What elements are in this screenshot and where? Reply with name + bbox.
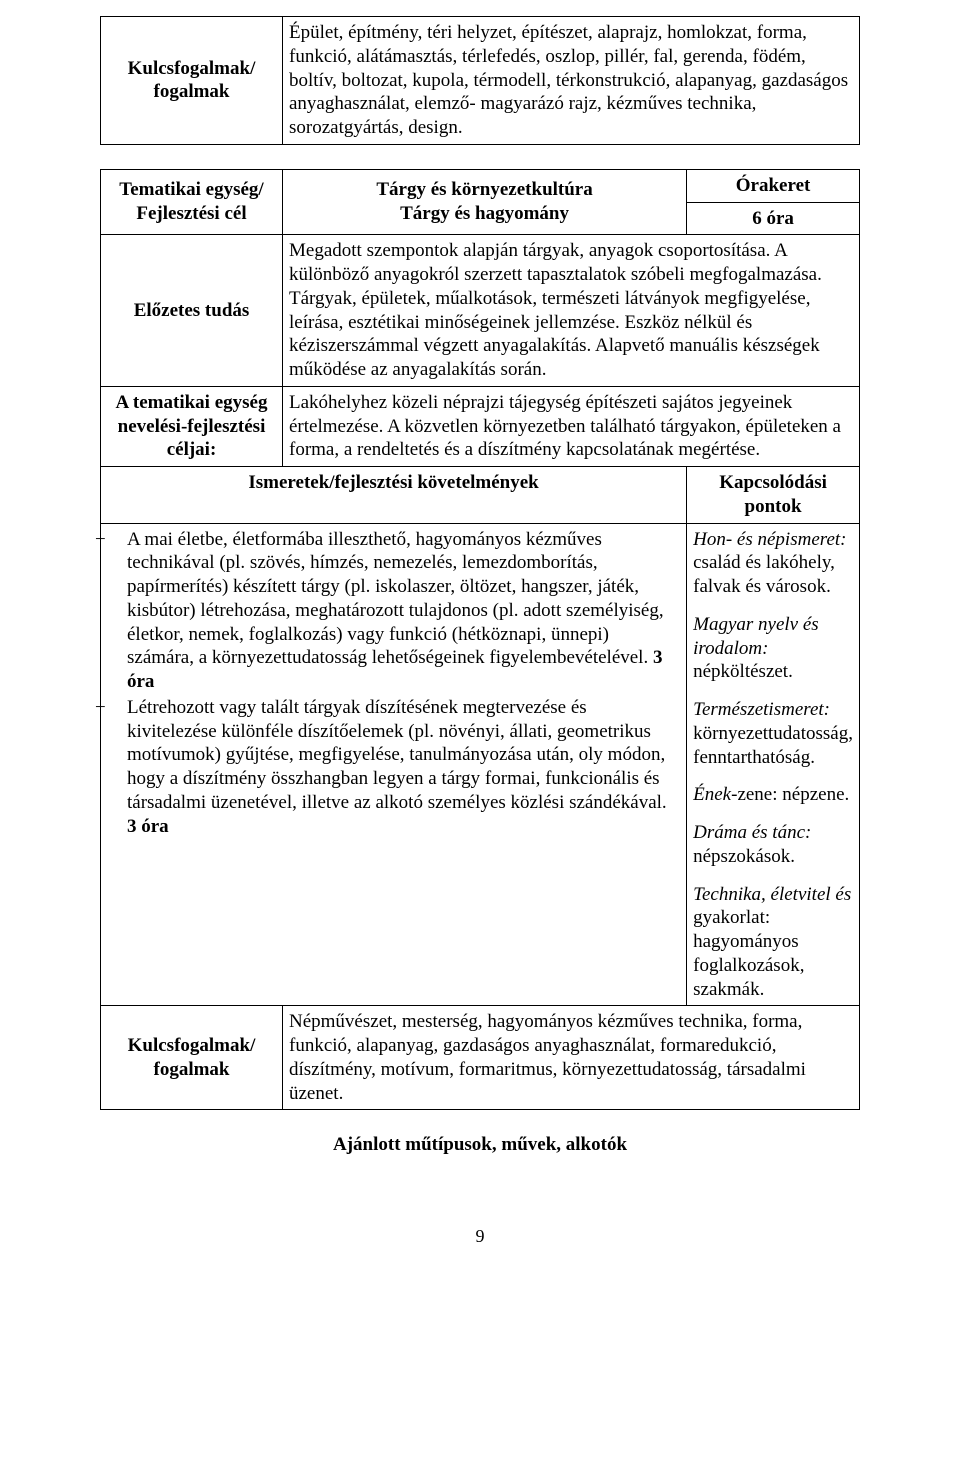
table-row: Kulcsfogalmak/ fogalmak Épület, építmény… <box>101 17 860 145</box>
unit-goals-label: A tematikai egység nevelési-fejlesztési … <box>116 392 268 461</box>
requirements-header-cell: Ismeretek/fejlesztési követelmények <box>101 467 687 524</box>
prior-knowledge-content: Megadott szempontok alapján tárgyak, any… <box>289 240 822 380</box>
page-container: Kulcsfogalmak/ fogalmak Épület, építmény… <box>0 0 960 1287</box>
requirements-content-cell: A mai életbe, életformába illeszthető, h… <box>101 523 687 1006</box>
connection-subject: Hon- és népismeret: <box>693 529 846 550</box>
connection-entry: Hon- és népismeret: család és lakóhely, … <box>693 528 853 599</box>
table-row: A tematikai egység nevelési-fejlesztési … <box>101 386 860 466</box>
requirements-header: Ismeretek/fejlesztési követelmények <box>248 472 538 493</box>
thematic-title-line1: Tárgy és környezetkultúra <box>289 178 680 202</box>
connections-header-cell: Kapcsolódási pontok <box>687 467 860 524</box>
keyterms2-label-cell: Kulcsfogalmak/ fogalmak <box>101 1006 283 1110</box>
req-item2-text: Létrehozott vagy talált tárgyak díszítés… <box>127 697 667 813</box>
list-item: Létrehozott vagy talált tárgyak díszítés… <box>107 696 680 839</box>
connection-subject: Ének- <box>693 784 737 805</box>
req-item2-duration: 3 óra <box>127 816 169 837</box>
hours-value-cell: 6 óra <box>687 202 860 235</box>
unit-goals-label-cell: A tematikai egység nevelési-fejlesztési … <box>101 386 283 466</box>
prior-knowledge-content-cell: Megadott szempontok alapján tárgyak, any… <box>283 235 860 387</box>
keyterms-label-cell: Kulcsfogalmak/ fogalmak <box>101 17 283 145</box>
keyterms-content-cell: Épület, építmény, téri helyzet, építésze… <box>283 17 860 145</box>
connections-content-cell: Hon- és népismeret: család és lakóhely, … <box>687 523 860 1006</box>
thematic-unit-title-cell: Tárgy és környezetkultúra Tárgy és hagyo… <box>283 169 687 235</box>
connection-entry: Technika, életvitel és gyakorlat: hagyom… <box>693 883 853 1002</box>
connection-subject: Technika, életvitel és <box>693 884 851 905</box>
page-number: 9 <box>100 1226 860 1247</box>
keyterms2-label: Kulcsfogalmak/ fogalmak <box>128 1035 256 1080</box>
table-row: Kulcsfogalmak/ fogalmak Népművészet, mes… <box>101 1006 860 1110</box>
connection-text: népköltészet. <box>693 661 793 682</box>
keyterms2-content: Népművészet, mesterség, hagyományos kézm… <box>289 1011 806 1103</box>
unit-goals-content-cell: Lakóhelyhez közeli néprajzi tájegység ép… <box>283 386 860 466</box>
table-row: Tematikai egység/ Fejlesztési cél Tárgy … <box>101 169 860 202</box>
thematic-unit-label: Tematikai egység/ Fejlesztési cél <box>119 179 263 224</box>
connections-header: Kapcsolódási pontok <box>719 472 827 517</box>
section-title: Ajánlott műtípusok, művek, alkotók <box>100 1134 860 1156</box>
table-row: Ismeretek/fejlesztési követelmények Kapc… <box>101 467 860 524</box>
table-row: Előzetes tudás Megadott szempontok alapj… <box>101 235 860 387</box>
table-row: A mai életbe, életformába illeszthető, h… <box>101 523 860 1006</box>
connection-text: környezettudatosság, fenntarthatóság. <box>693 723 853 768</box>
keyterms-label: Kulcsfogalmak/ fogalmak <box>128 58 256 103</box>
keyterms2-content-cell: Népművészet, mesterség, hagyományos kézm… <box>283 1006 860 1110</box>
thematic-unit-table: Tematikai egység/ Fejlesztési cél Tárgy … <box>100 169 860 1111</box>
connection-subject: Természetismeret: <box>693 699 830 720</box>
connection-entry: Természetismeret: környezettudatosság, f… <box>693 698 853 769</box>
connection-subject: Dráma és tánc: <box>693 822 811 843</box>
connection-text: népszokások. <box>693 846 795 867</box>
list-item: A mai életbe, életformába illeszthető, h… <box>107 528 680 694</box>
connection-text: gyakorlat: hagyományos foglalkozások, sz… <box>693 907 804 999</box>
prior-knowledge-label: Előzetes tudás <box>134 300 250 321</box>
connection-text: zene: népzene. <box>737 784 849 805</box>
prior-knowledge-label-cell: Előzetes tudás <box>101 235 283 387</box>
thematic-unit-label-cell: Tematikai egység/ Fejlesztési cél <box>101 169 283 235</box>
hours-value: 6 óra <box>752 208 794 229</box>
keyterms-content: Épület, építmény, téri helyzet, építésze… <box>289 22 848 138</box>
connection-subject: Magyar nyelv és irodalom: <box>693 614 819 659</box>
connection-entry: Magyar nyelv és irodalom: népköltészet. <box>693 613 853 684</box>
keyterms-table-1: Kulcsfogalmak/ fogalmak Épület, építmény… <box>100 16 860 145</box>
req-item1-text: A mai életbe, életformába illeszthető, h… <box>127 529 664 669</box>
requirements-list: A mai életbe, életformába illeszthető, h… <box>107 528 680 839</box>
thematic-title-line2: Tárgy és hagyomány <box>289 202 680 226</box>
connection-text: család és lakóhely, falvak és városok. <box>693 552 835 597</box>
hours-label: Órakeret <box>736 175 811 196</box>
unit-goals-content: Lakóhelyhez közeli néprajzi tájegység ép… <box>289 392 841 461</box>
connection-entry: Ének-zene: népzene. <box>693 783 853 807</box>
connection-entry: Dráma és tánc: népszokások. <box>693 821 853 869</box>
hours-label-cell: Órakeret <box>687 169 860 202</box>
